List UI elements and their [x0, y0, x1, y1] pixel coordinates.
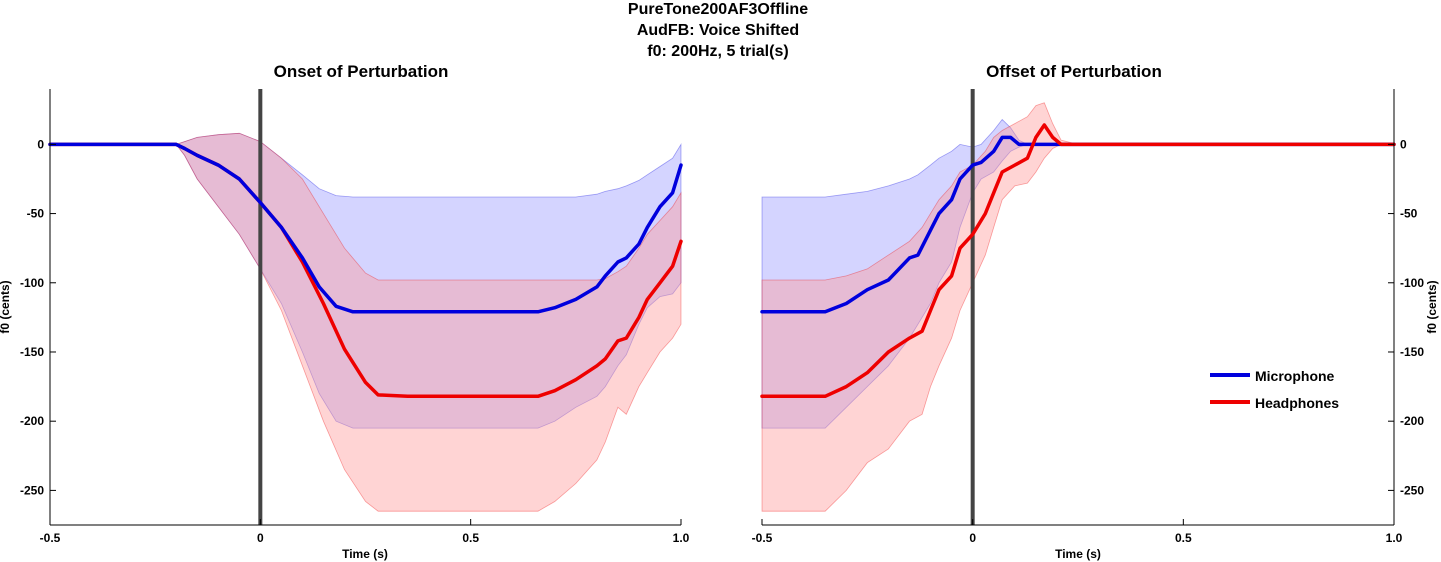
- left-y-tick-label: 0: [37, 137, 44, 151]
- suptitle-line-1: PureTone200AF3Offline: [628, 1, 808, 18]
- right-band-headphones: [761, 102, 1394, 512]
- left-panel: Onset of Perturbation -0.5 0 0.5 1.0 0 -50 -10…: [0, 62, 690, 561]
- left-y-axis-label: f0 (cents): [0, 280, 12, 333]
- left-x-axis-label: Time (s): [342, 547, 388, 561]
- suptitle-line-3: f0: 200Hz, 5 trial(s): [647, 43, 788, 60]
- left-y-tick-label: -200: [20, 414, 44, 428]
- right-y-tick-label: 0: [1400, 137, 1407, 151]
- left-x-tick-label: 0.5: [462, 531, 479, 545]
- right-x-tick-label: -0.5: [752, 531, 773, 545]
- left-x-tick-label: -0.5: [40, 531, 61, 545]
- legend: Microphone Headphones: [1210, 368, 1339, 411]
- right-series-headphones: [760, 123, 1396, 399]
- left-band-microphone: [50, 132, 682, 429]
- suptitle-line-2: AudFB: Voice Shifted: [637, 22, 799, 39]
- right-plot-area: -0.5 0 0.5 1.0 0 -50 -100 -150 -200 -250: [752, 89, 1424, 545]
- right-x-tick-label: 0.5: [1175, 531, 1192, 545]
- left-y-tick-label: -50: [27, 207, 45, 221]
- right-panel-title: Offset of Perturbation: [986, 62, 1162, 81]
- right-y-tick-label: -50: [1400, 207, 1418, 221]
- left-y-tick-label: -250: [20, 483, 44, 497]
- left-panel-title: Onset of Perturbation: [274, 62, 449, 81]
- right-series-microphone: [760, 135, 1396, 314]
- left-y-tick-label: -150: [20, 345, 44, 359]
- legend-label-headphones: Headphones: [1255, 395, 1339, 411]
- right-panel: Offset of Perturbation -0.5 0 0.5 1.0 0 -50 -1…: [752, 62, 1439, 561]
- right-y-tick-label: -200: [1400, 414, 1424, 428]
- right-y-tick-label: -100: [1400, 276, 1424, 290]
- right-y-tick-label: -150: [1400, 345, 1424, 359]
- legend-label-microphone: Microphone: [1255, 368, 1335, 384]
- left-x-tick-label: 0: [257, 531, 264, 545]
- left-plot-area: -0.5 0 0.5 1.0 0 -50 -100 -150 -200 -250: [20, 89, 690, 545]
- right-x-axis-label: Time (s): [1055, 547, 1101, 561]
- left-y-tick-label: -100: [20, 276, 44, 290]
- right-x-tick-label: 1.0: [1386, 531, 1403, 545]
- left-x-tick-label: 1.0: [673, 531, 690, 545]
- right-x-tick-label: 0: [969, 531, 976, 545]
- left-series-microphone: [48, 142, 683, 314]
- left-band-headphones: [50, 132, 682, 512]
- right-y-axis-label: f0 (cents): [1425, 280, 1439, 333]
- right-y-tick-label: -250: [1400, 483, 1424, 497]
